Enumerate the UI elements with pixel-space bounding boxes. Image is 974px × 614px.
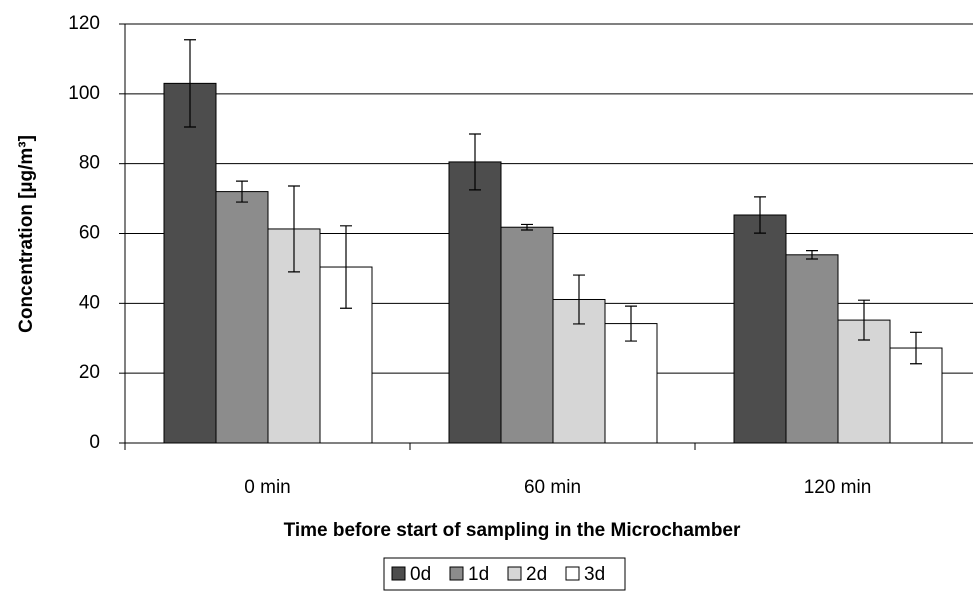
bar [500,226,554,444]
y-axis-title: Concentration [µg/m³] [16,135,37,333]
legend-box [383,557,626,591]
y-tick-label: 60 [79,223,100,244]
error-bar [469,133,481,191]
legend-label: 1d [468,564,489,585]
legend-label: 3d [584,564,605,585]
y-tick-label: 40 [79,292,100,313]
error-bar [184,39,196,128]
error-bar [521,223,533,231]
error-bar [858,299,870,341]
y-tick-label: 80 [79,153,100,174]
y-tick-label: 100 [68,83,100,104]
bar [163,82,217,444]
y-tick-label: 20 [79,362,100,383]
y-tick-label: 0 [89,432,100,453]
bar [448,161,502,444]
error-bar [236,180,248,203]
bar [733,214,787,444]
bar [604,323,658,444]
legend-swatch [391,566,406,581]
error-bar [340,225,352,309]
error-bar [806,250,818,260]
y-tick-label: 120 [68,13,100,34]
error-bar [288,185,300,273]
legend-swatch [449,566,464,581]
x-tick-label: 0 min [244,477,290,498]
x-axis-title: Time before start of sampling in the Mic… [284,520,741,541]
error-bar [625,305,637,342]
error-bar [754,196,766,234]
x-tick-label: 120 min [804,477,872,498]
bar [215,191,269,444]
legend-label: 0d [410,564,431,585]
bar [785,254,839,444]
legend-swatch [565,566,580,581]
x-tick-label: 60 min [524,477,581,498]
error-bar [910,331,922,365]
legend-label: 2d [526,564,547,585]
error-bar [573,274,585,325]
legend-swatch [507,566,522,581]
